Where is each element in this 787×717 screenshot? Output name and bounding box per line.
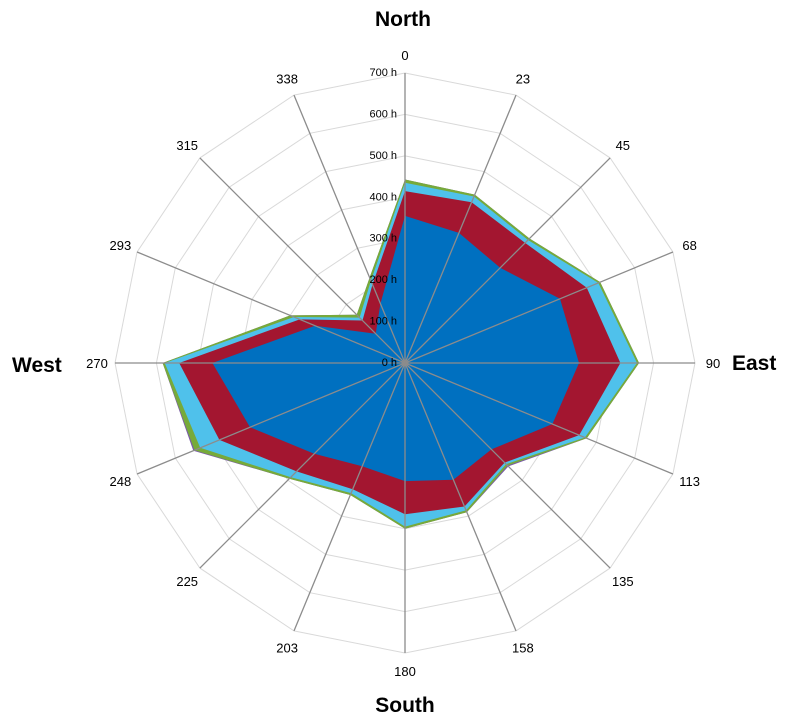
compass-label-west: West <box>12 354 62 377</box>
radial-tick-label: 500 h <box>369 150 397 162</box>
spoke-293 <box>136 251 406 364</box>
spoke-45 <box>404 157 611 364</box>
radial-tick-label: 300 h <box>369 233 397 245</box>
direction-label-293: 293 <box>110 238 132 253</box>
direction-label-90: 90 <box>706 356 720 371</box>
spokes <box>115 73 695 653</box>
direction-label-248: 248 <box>110 474 132 489</box>
direction-label-315: 315 <box>176 138 198 153</box>
series-area-1 <box>212 215 579 482</box>
radial-tick-label: 0 h <box>382 357 397 369</box>
direction-label-225: 225 <box>176 574 198 589</box>
spoke-225 <box>199 362 406 569</box>
direction-label-158: 158 <box>512 641 534 656</box>
spoke-68 <box>404 251 674 364</box>
radial-tick-label: 400 h <box>369 191 397 203</box>
spoke-113 <box>404 362 674 475</box>
direction-labels: 0 23 45 68 90 113 135 158 180 203 225 248 270 293 315 3… <box>86 48 720 679</box>
spoke-338 <box>293 94 406 364</box>
direction-label-203: 203 <box>276 641 298 656</box>
radial-tick-label: 200 h <box>369 274 397 286</box>
direction-label-135: 135 <box>612 574 634 589</box>
spoke-315 <box>199 157 406 364</box>
spoke-158 <box>404 362 517 632</box>
direction-label-270: 270 <box>86 356 108 371</box>
radial-tick-label: 600 h <box>369 108 397 120</box>
compass-label-north: North <box>375 8 431 31</box>
compass-label-east: East <box>732 352 776 375</box>
direction-label-68: 68 <box>682 238 696 253</box>
radial-tick-label: 100 h <box>369 316 397 328</box>
direction-label-23: 23 <box>516 71 530 86</box>
spoke-23 <box>404 94 517 364</box>
spoke-203 <box>293 362 406 632</box>
radial-tick-label: 700 h <box>369 67 397 79</box>
spoke-248 <box>136 362 406 475</box>
direction-label-113: 113 <box>679 474 700 489</box>
spoke-135 <box>404 362 611 569</box>
direction-label-45: 45 <box>616 138 630 153</box>
direction-label-0: 0 <box>401 48 408 63</box>
radial-tick-labels: 0 h 100 h 200 h 300 h 400 h 500 h 600 h 700 h <box>369 67 397 369</box>
direction-label-338: 338 <box>276 71 298 86</box>
compass-label-south: South <box>375 694 434 717</box>
direction-label-180: 180 <box>394 664 416 679</box>
